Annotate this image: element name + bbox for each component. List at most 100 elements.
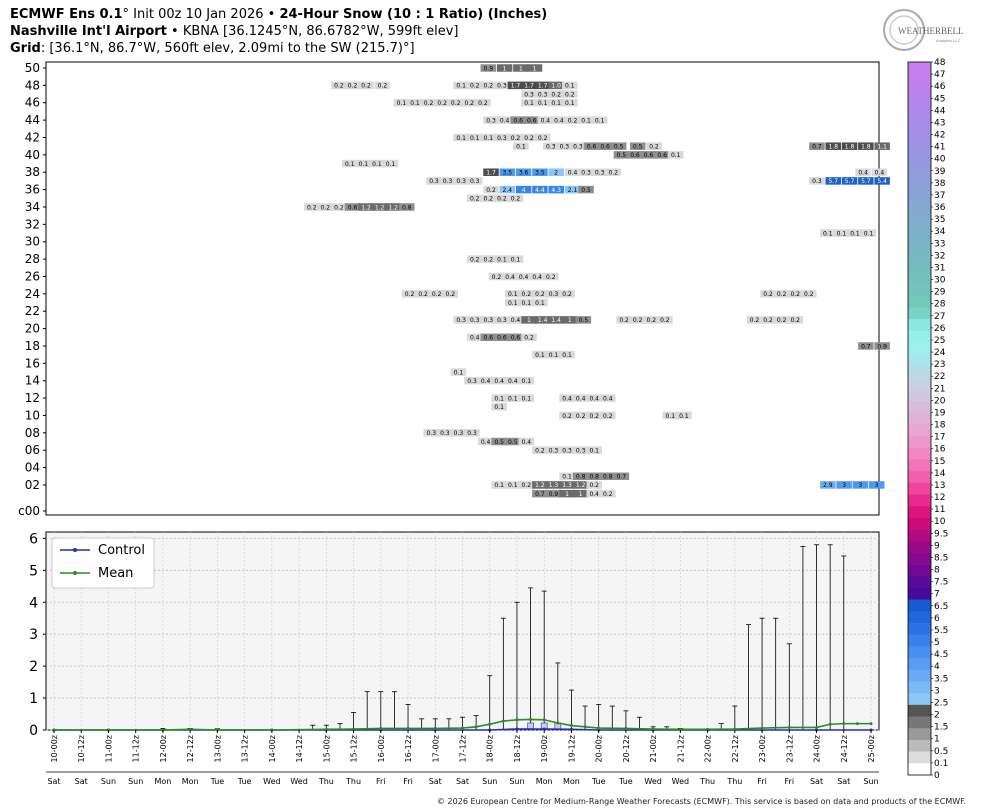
- colorbar-label: 37: [934, 191, 945, 201]
- grid-cell-value: 0.2: [522, 482, 532, 489]
- grid-cell-value: 0.3: [549, 291, 559, 298]
- day-label: Sat: [47, 777, 60, 786]
- grid-cell-value: 0.2: [647, 317, 657, 324]
- grid-cell-value: 0.3: [581, 170, 591, 177]
- grid-cell-value: 0.5: [617, 152, 627, 159]
- grid-cell-value: 0.2: [562, 291, 572, 298]
- x-tick-label: 24-12z: [840, 735, 849, 762]
- grid-cell-value: 0.4: [470, 335, 480, 342]
- grid-cell-value: 0.8: [402, 204, 412, 211]
- grid-cell: [572, 472, 589, 481]
- day-label: Sun: [509, 777, 524, 786]
- grid-cell-value: 0.4: [603, 395, 613, 402]
- grid-label: Grid: [10, 41, 41, 56]
- series-point-mean: [869, 722, 873, 726]
- grid-cell-value: 2.1: [568, 187, 578, 194]
- series-point-mean: [569, 724, 573, 728]
- grid-cell-value: 0.2: [484, 196, 494, 203]
- colorbar-label: 15: [934, 457, 945, 467]
- legend-control-label: Control: [98, 543, 145, 558]
- grid-cell-value: 4.4: [535, 187, 545, 194]
- x-tick-label: 19-12z: [567, 735, 576, 762]
- grid-cell-value: 0.1: [494, 482, 504, 489]
- series-point-mean: [556, 721, 560, 725]
- grid-cell-value: 0.2: [334, 83, 344, 90]
- grid-cell: [559, 394, 575, 402]
- grid-cell-value: 0.1: [589, 447, 599, 454]
- grid-cell: [662, 411, 679, 420]
- grid-cell-value: 0.2: [405, 291, 415, 298]
- colorbar-segment: [908, 365, 931, 378]
- title-line-3: Grid: [36.1°N, 86.7°W, 560ft elev, 2.09m…: [10, 40, 415, 57]
- colorbar-segment: [908, 751, 931, 764]
- grid-cell: [483, 185, 499, 194]
- grid-cell: [548, 185, 564, 194]
- colorbar-segment: [908, 576, 931, 589]
- colorbar-segment: [908, 763, 931, 776]
- grid-cell-value: 1.2: [388, 204, 398, 211]
- colorbar-label: 35: [934, 215, 945, 225]
- grid-cell: [874, 177, 890, 185]
- y-tick-label: 3: [29, 627, 38, 643]
- series-point-mean: [324, 727, 328, 731]
- grid-cell-value: 0.1: [508, 300, 518, 307]
- grid-cell: [746, 316, 763, 324]
- grid-cell: [548, 316, 564, 324]
- grid-cell-value: 0.9: [877, 343, 887, 350]
- grid-cell: [564, 185, 581, 194]
- grid-cell: [836, 481, 852, 489]
- grid-cell-value: 0.1: [823, 230, 833, 237]
- grid-cell: [507, 316, 524, 324]
- grid-cell-value: 3: [859, 482, 863, 489]
- grid-cell: [515, 185, 532, 194]
- model-name: ECMWF Ens 0.1: [10, 7, 123, 22]
- grid-cell: [760, 290, 776, 298]
- member-tick-label: 50: [25, 61, 40, 75]
- series-point-mean: [583, 725, 587, 729]
- colorbar-label: 46: [934, 82, 946, 92]
- grid-cell-value: 0.3: [486, 117, 496, 124]
- day-label: Sat: [429, 777, 442, 786]
- degree-mark: °: [122, 7, 130, 22]
- y-tick-label: 2: [29, 659, 38, 675]
- grid-cell: [559, 472, 575, 481]
- colorbar-segment: [908, 482, 931, 495]
- grid-cell-value: 0.4: [589, 491, 599, 498]
- grid-cell-value: 0.2: [478, 100, 488, 107]
- day-label: Sat: [810, 777, 823, 786]
- colorbar-segment: [908, 728, 931, 741]
- colorbar-label: 4.5: [934, 650, 948, 660]
- grid-cell: [586, 489, 602, 498]
- colorbar-segment: [908, 202, 931, 215]
- grid-cell: [369, 159, 385, 168]
- grid-cell-value: 0.3: [546, 143, 556, 150]
- grid-cell-value: 0.2: [524, 335, 534, 342]
- grid-cell-value: 0.6: [348, 204, 358, 211]
- grid-cell-value: 0.4: [576, 395, 586, 402]
- colorbar-label: 31: [934, 263, 945, 273]
- grid-cell: [627, 151, 643, 159]
- member-tick-label: 28: [25, 252, 40, 266]
- grid-cell-value: 0.2: [446, 291, 456, 298]
- day-label: Sat: [75, 777, 88, 786]
- grid-cell: [597, 142, 613, 150]
- grid-cell-value: 0.2: [470, 196, 480, 203]
- grid-cell-value: 0.4: [522, 439, 532, 446]
- colorbar-label: 24: [934, 348, 946, 358]
- series-point-control: [569, 727, 573, 731]
- grid-cell-value: 0.4: [505, 274, 515, 281]
- x-tick-label: 12-12z: [186, 735, 195, 762]
- grid-cell-value: 0.4: [500, 117, 510, 124]
- day-label: Sun: [101, 777, 116, 786]
- day-label: Wed: [290, 777, 307, 786]
- grid-cell-value: 0.1: [494, 404, 504, 411]
- colorbar-label: 2: [934, 711, 940, 721]
- grid-cell-value: 0.1: [397, 100, 407, 107]
- grid-cell-value: 0.3: [524, 91, 534, 98]
- grid-cell: [466, 255, 483, 263]
- grid-cell-value: 3: [842, 482, 846, 489]
- grid-cell-value: 0.3: [456, 317, 466, 324]
- grid-cell: [559, 350, 575, 359]
- grid-cell: [629, 142, 646, 150]
- grid-cell: [477, 376, 494, 385]
